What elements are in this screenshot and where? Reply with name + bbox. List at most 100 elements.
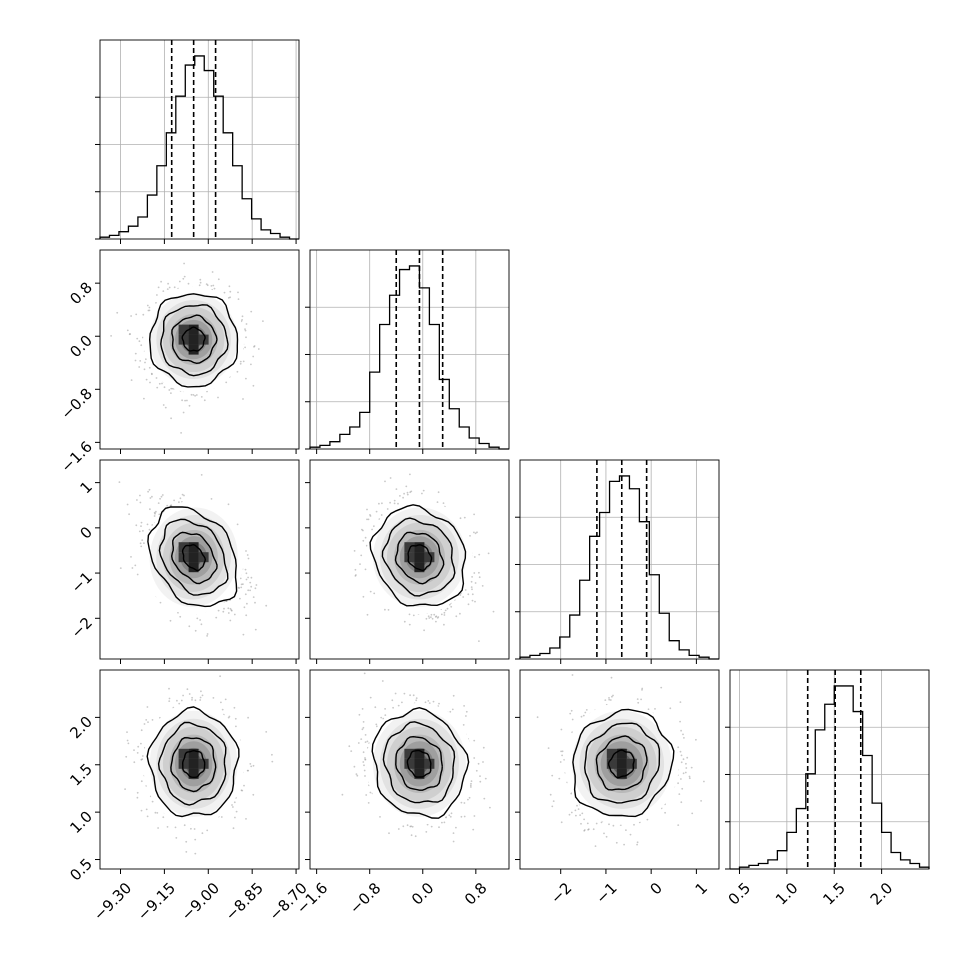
sample-point xyxy=(251,577,253,579)
sample-point xyxy=(200,282,202,284)
sample-point xyxy=(240,361,242,363)
sample-point xyxy=(141,810,143,812)
sample-point xyxy=(468,603,470,605)
sample-point xyxy=(245,550,247,552)
sample-point xyxy=(135,314,137,316)
sample-point xyxy=(200,690,202,692)
sample-point xyxy=(168,688,170,690)
sample-point xyxy=(229,296,231,298)
sample-point xyxy=(162,290,164,292)
sample-point xyxy=(145,719,147,721)
sample-point xyxy=(167,283,169,285)
sample-point xyxy=(204,399,206,401)
sample-point xyxy=(229,285,231,287)
sample-point xyxy=(170,417,172,419)
sample-point xyxy=(360,555,362,557)
sample-point xyxy=(144,368,146,370)
sample-point xyxy=(229,620,231,622)
sample-point xyxy=(409,624,411,626)
sample-point xyxy=(181,700,183,702)
sample-point xyxy=(168,389,170,391)
sample-point xyxy=(488,553,490,555)
sample-point xyxy=(253,765,255,767)
sample-point xyxy=(141,539,143,541)
sample-point xyxy=(475,582,477,584)
sample-point xyxy=(443,502,445,504)
sample-point xyxy=(170,620,172,622)
sample-point xyxy=(444,614,446,616)
sample-point xyxy=(246,579,248,581)
sample-point xyxy=(140,344,142,346)
sample-point xyxy=(133,761,135,763)
sample-point xyxy=(184,400,186,402)
density-core-cell xyxy=(199,552,209,562)
sample-point xyxy=(158,502,160,504)
sample-point xyxy=(244,347,246,349)
sample-point xyxy=(139,531,141,533)
sample-point xyxy=(228,503,230,505)
sample-point xyxy=(139,340,141,342)
sample-point xyxy=(475,532,477,534)
sample-point xyxy=(186,400,188,402)
sample-point xyxy=(196,394,198,396)
sample-point xyxy=(162,494,164,496)
sample-point xyxy=(140,542,142,544)
sample-point xyxy=(247,554,249,556)
sample-point xyxy=(218,610,220,612)
sample-point xyxy=(159,498,161,500)
sample-point xyxy=(423,490,425,492)
sample-point xyxy=(432,618,434,620)
sample-point xyxy=(165,407,167,409)
sample-point xyxy=(397,503,399,505)
sample-point xyxy=(166,505,168,507)
histogram-panel-2 xyxy=(515,460,719,664)
sample-point xyxy=(384,481,386,483)
sample-point xyxy=(132,567,134,569)
sample-point xyxy=(460,594,462,596)
sample-point xyxy=(363,596,365,598)
sample-point xyxy=(175,837,177,839)
sample-point xyxy=(135,353,137,355)
sample-point xyxy=(149,489,151,491)
sample-point xyxy=(249,582,251,584)
sample-point xyxy=(438,491,440,493)
sample-point xyxy=(373,593,375,595)
sample-point xyxy=(240,587,242,589)
sample-point xyxy=(191,697,193,699)
sample-point xyxy=(437,617,439,619)
sample-point xyxy=(254,602,256,604)
sample-point xyxy=(136,338,138,340)
sample-point xyxy=(179,616,181,618)
sample-point xyxy=(239,598,241,600)
sample-point xyxy=(430,616,432,618)
sample-point xyxy=(170,392,172,394)
sample-point xyxy=(135,524,137,526)
sample-point xyxy=(409,491,411,493)
hist-step-line xyxy=(730,686,929,869)
sample-point xyxy=(459,613,461,615)
sample-point xyxy=(478,554,480,556)
sample-point xyxy=(250,586,252,588)
sample-point xyxy=(150,497,152,499)
sample-point xyxy=(151,496,153,498)
sample-point xyxy=(140,546,142,548)
sample-point xyxy=(119,481,121,483)
sample-point xyxy=(167,288,169,290)
density-layer xyxy=(124,675,273,854)
sample-point xyxy=(249,590,251,592)
sample-point xyxy=(202,832,204,834)
density-layer xyxy=(354,474,520,642)
panel-frame xyxy=(520,460,719,659)
sample-point xyxy=(247,577,249,579)
sample-point xyxy=(403,493,405,495)
sample-point xyxy=(161,496,163,498)
density-core-cell xyxy=(414,552,424,562)
sample-point xyxy=(237,524,239,526)
sample-point xyxy=(423,629,425,631)
sample-point xyxy=(405,486,407,488)
sample-point xyxy=(219,675,221,677)
panel-frame xyxy=(100,40,299,239)
sample-point xyxy=(142,530,144,532)
sample-point xyxy=(404,621,406,623)
